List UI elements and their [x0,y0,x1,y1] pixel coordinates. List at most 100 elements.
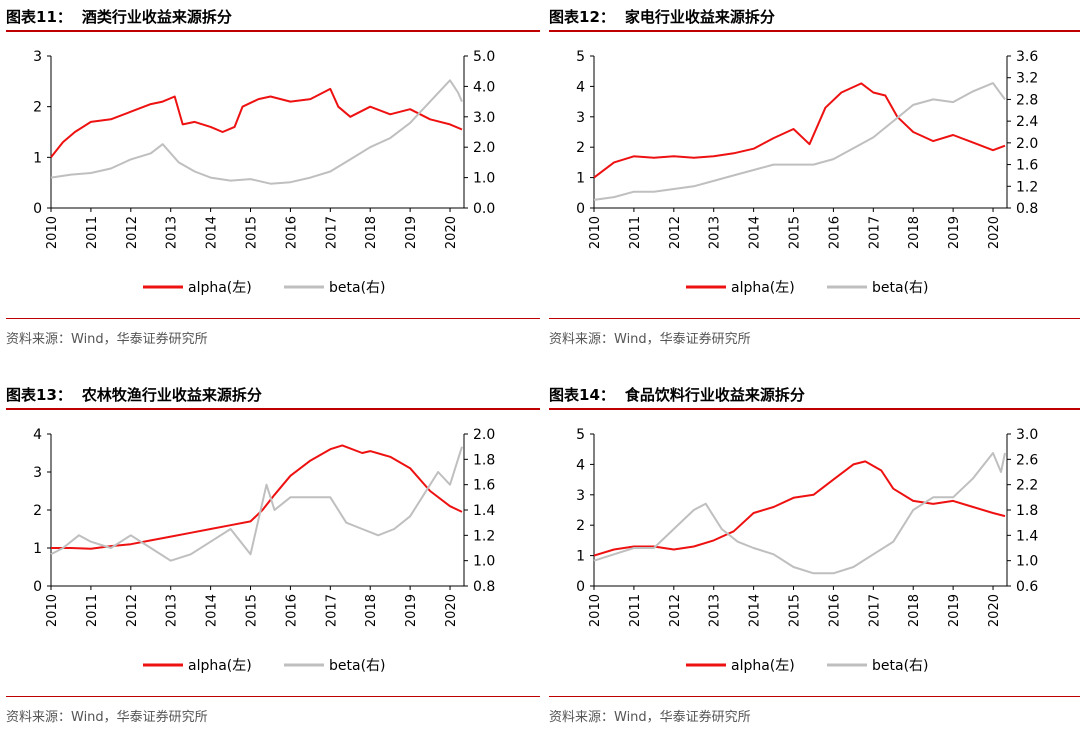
x-tick-label: 2010 [45,594,60,627]
source-note: 资料来源：Wind，华泰证券研究所 [6,332,208,347]
right-tick-label: 2.4 [1016,114,1038,130]
chart-svg: 0 1 2 3 4 5 0.6 1.0 1.4 1.8 2.2 2.6 3.0 2010 2011 2012 2… [576,427,1038,674]
top-rule [549,30,1080,32]
title-number: 11 [36,8,57,26]
x-tick-label: 2013 [165,594,180,627]
top-rule [549,408,1080,410]
chart-panel-11: 图表11： 酒类行业收益来源拆分 0 1 2 3 0.0 1.0 2.0 3.0 4.0 5.0 20… [6,4,540,364]
legend-alpha-label: alpha(左) [731,658,795,674]
x-tick-label: 2018 [364,216,379,249]
left-tick-label: 0 [33,579,42,595]
title-separator: ： [56,8,72,26]
right-tick-label: 1.0 [473,171,495,187]
title-text: 食品饮料行业收益来源拆分 [624,386,805,404]
left-tick-label: 0 [33,201,42,217]
chart-panel-13: 图表13： 农林牧渔行业收益来源拆分 0 1 2 3 4 0.8 1.0 1.2 1.4 1.6 1.… [6,382,540,742]
alpha-series-line [593,82,1006,179]
title-label: 图表 [549,386,580,404]
x-tick-label: 2012 [668,216,683,249]
source-note: 资料来源：Wind，华泰证券研究所 [549,332,751,347]
right-tick-label: 0.6 [1016,579,1038,595]
right-tick-label: 4.0 [473,79,495,95]
panel-title: 图表14： 食品饮料行业收益来源拆分 [549,382,805,408]
title-label: 图表 [549,8,580,26]
chart-panel-14: 图表14： 食品饮料行业收益来源拆分 0 1 2 3 4 5 0.6 1.0 1.4 1.8 2.2 2… [549,382,1080,742]
left-tick-label: 1 [33,541,42,557]
title-text: 家电行业收益来源拆分 [624,8,775,26]
x-tick-label: 2013 [708,216,723,249]
right-tick-label: 1.6 [473,478,495,494]
x-tick-label: 2014 [748,216,763,249]
title-separator: ： [56,386,72,404]
right-tick-label: 2.6 [1016,452,1038,468]
x-tick-label: 2015 [245,594,260,627]
right-tick-label: 2.0 [473,427,495,443]
title-number: 14 [579,386,600,404]
title-separator: ： [599,8,615,26]
bottom-rule [6,696,540,697]
left-tick-label: 0 [576,579,585,595]
x-tick-label: 2011 [628,216,643,249]
left-tick-label: 4 [33,427,42,443]
x-tick-label: 2016 [827,216,842,249]
x-tick-label: 2019 [404,216,419,249]
left-tick-label: 1 [576,549,585,565]
left-tick-label: 3 [576,110,585,126]
beta-series-line [50,79,463,185]
bottom-rule [549,696,1080,697]
x-tick-label: 2011 [85,594,100,627]
chart-panel-12: 图表12： 家电行业收益来源拆分 0 1 2 3 4 5 0.8 1.2 1.6 2.0 2.4 2.8… [549,4,1080,364]
title-label: 图表 [6,8,37,26]
title-number: 13 [36,386,57,404]
x-tick-label: 2017 [324,594,339,627]
legend-alpha-label: alpha(左) [731,280,795,296]
x-tick-label: 2020 [987,216,1002,249]
legend-beta-label: beta(右) [329,280,386,296]
panel-title: 图表13： 农林牧渔行业收益来源拆分 [6,382,262,408]
x-tick-label: 2020 [444,594,459,627]
right-tick-label: 1.2 [473,528,495,544]
left-tick-label: 3 [576,488,585,504]
right-tick-label: 2.8 [1016,92,1038,108]
x-tick-label: 2017 [867,216,882,249]
title-text: 农林牧渔行业收益来源拆分 [81,386,262,404]
left-tick-label: 4 [576,79,585,95]
x-tick-label: 2016 [284,594,299,627]
x-tick-label: 2017 [867,594,882,627]
x-tick-label: 2012 [125,216,140,249]
left-tick-label: 2 [576,140,585,156]
right-tick-label: 1.4 [473,503,495,519]
left-tick-label: 5 [576,427,585,443]
beta-series-line [50,446,463,562]
left-tick-label: 5 [576,49,585,65]
left-tick-label: 2 [33,100,42,116]
chart-svg: 0 1 2 3 4 5 0.8 1.2 1.6 2.0 2.4 2.8 3.2 3.6 2010 2011 20… [576,49,1038,296]
left-tick-label: 2 [33,503,42,519]
right-tick-label: 0.0 [473,201,495,217]
right-tick-label: 1.0 [473,554,495,570]
right-tick-label: 2.0 [1016,136,1038,152]
left-tick-label: 1 [576,171,585,187]
right-tick-label: 3.0 [473,110,495,126]
title-text: 酒类行业收益来源拆分 [81,8,232,26]
x-tick-label: 2011 [85,216,100,249]
top-rule [6,408,540,410]
right-tick-label: 5.0 [473,49,495,65]
right-tick-label: 1.8 [473,452,495,468]
x-tick-label: 2016 [827,594,842,627]
alpha-series-line [51,444,463,550]
x-tick-label: 2019 [404,594,419,627]
right-tick-label: 1.8 [1016,503,1038,519]
legend-beta-label: beta(右) [329,658,386,674]
right-tick-label: 1.4 [1016,528,1038,544]
x-tick-label: 2013 [708,594,723,627]
right-tick-label: 2.0 [473,140,495,156]
x-tick-label: 2013 [165,216,180,249]
x-tick-label: 2018 [364,594,379,627]
right-tick-label: 0.8 [473,579,495,595]
right-tick-label: 3.2 [1016,71,1038,87]
title-label: 图表 [6,386,37,404]
right-tick-label: 3.6 [1016,49,1038,65]
legend-beta-label: beta(右) [872,280,929,296]
left-tick-label: 4 [576,457,585,473]
